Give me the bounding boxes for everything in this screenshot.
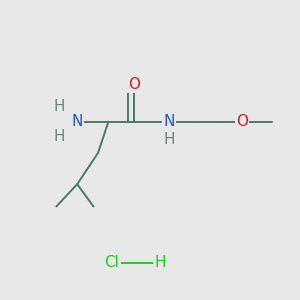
Text: O: O xyxy=(128,77,140,92)
Text: H: H xyxy=(54,99,65,114)
Text: N: N xyxy=(71,114,83,129)
Text: Cl: Cl xyxy=(104,255,119,270)
Text: H: H xyxy=(164,132,175,147)
Text: N: N xyxy=(164,114,175,129)
Text: H: H xyxy=(155,255,166,270)
Text: H: H xyxy=(54,129,65,144)
Text: O: O xyxy=(236,114,248,129)
